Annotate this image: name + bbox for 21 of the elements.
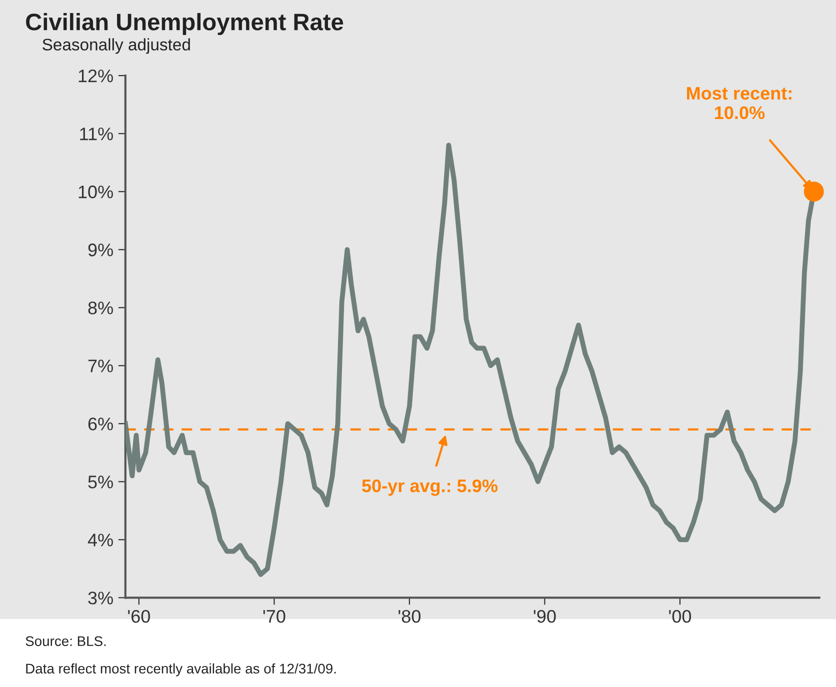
x-tick-label: '80	[398, 610, 421, 623]
y-tick-label: 3%	[88, 592, 113, 604]
y-tick-label: 6%	[88, 418, 113, 430]
y-tick-label: 9%	[88, 244, 113, 256]
text: Data reflect most recently available as of 12/31/09.	[26, 663, 336, 676]
y-tick-label: 10%	[78, 186, 113, 198]
y-tick-label: 8%	[88, 302, 113, 314]
x-tick-label: '70	[263, 610, 286, 623]
y-tick-label: 4%	[88, 534, 113, 546]
annotation: Most recent: 10.0%	[687, 87, 792, 120]
x-tick-label: '00	[669, 610, 692, 623]
y-tick-label: 5%	[88, 476, 113, 488]
chart-title: Civilian Unemployment Rate	[26, 13, 344, 36]
y-tick-label: 12%	[78, 70, 113, 82]
y-tick-label: 7%	[88, 360, 113, 372]
legend-label: 50-yr avg.: 5.9%	[362, 479, 498, 496]
chart-subtitle: Seasonally adjusted	[42, 38, 190, 54]
x-tick-label: '90	[534, 610, 556, 623]
source-note: Source: BLS.	[26, 636, 106, 646]
x-tick-label: '60	[128, 610, 150, 623]
y-tick-label: 11%	[80, 128, 113, 140]
